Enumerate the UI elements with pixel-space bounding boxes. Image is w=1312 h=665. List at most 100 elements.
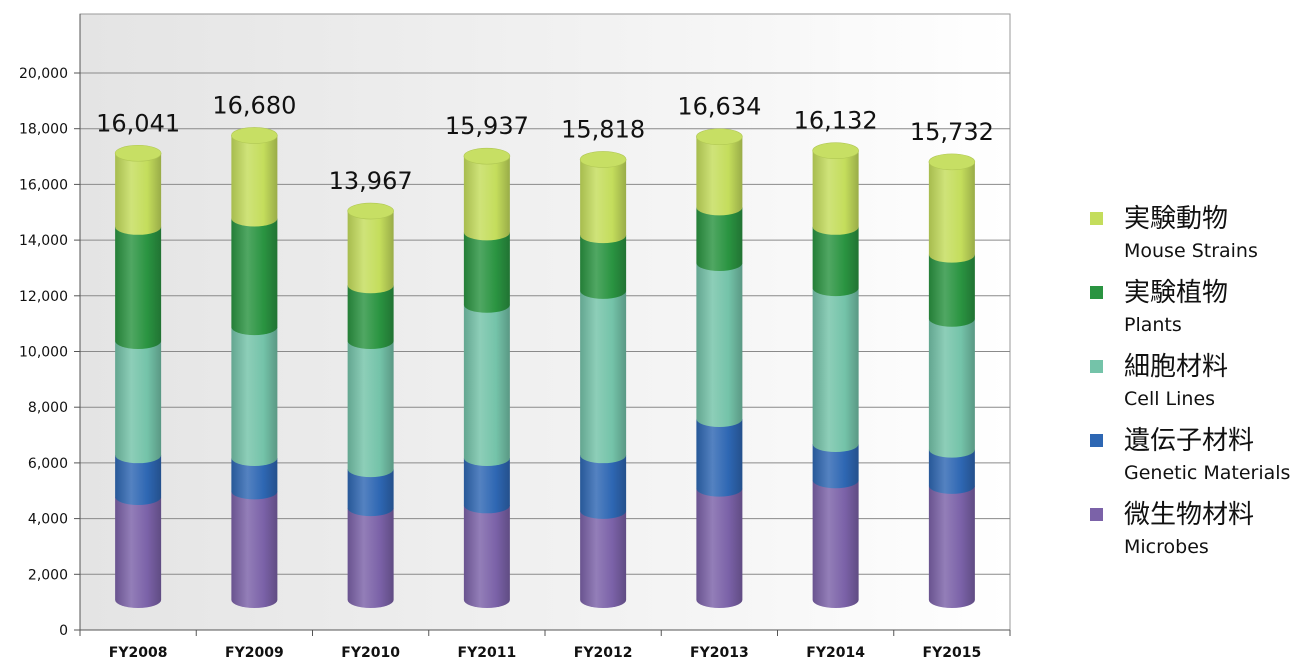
bar-segment: [231, 457, 278, 500]
bar-segment: [347, 211, 394, 294]
bar-segment: [115, 153, 162, 235]
bar-segment: [231, 135, 278, 227]
bar-segment: [580, 455, 627, 519]
bar-segment: [347, 340, 394, 478]
x-tick-label: FY2009: [225, 645, 284, 661]
total-label: 16,041: [96, 109, 180, 137]
total-label: 15,732: [910, 118, 994, 146]
y-tick-label: 10,000: [19, 345, 68, 361]
bar-segment: [463, 304, 510, 466]
bar-segment: [347, 469, 394, 517]
bar-segment: [812, 226, 859, 297]
total-label: 16,132: [794, 107, 878, 135]
legend-item: 細胞材料 Cell Lines: [1090, 352, 1228, 410]
x-tick-label: FY2011: [458, 645, 517, 661]
bar-top-cap: [696, 128, 743, 146]
bar-segment: [231, 327, 278, 466]
legend-label-en: Cell Lines: [1124, 388, 1215, 410]
bar-segment: [696, 263, 743, 427]
legend-swatch: [1090, 212, 1103, 225]
bar-segment: [115, 226, 162, 349]
x-tick-label: FY2015: [923, 645, 982, 661]
bar-segment: [347, 285, 394, 349]
y-tick-label: 14,000: [19, 233, 68, 249]
legend-label-jp: 遺伝子材料: [1124, 426, 1254, 456]
bar-top-cap: [231, 127, 278, 144]
y-tick-label: 2,000: [28, 567, 68, 583]
bar-stack-FY2008: [114, 144, 162, 608]
bar-top-cap: [812, 142, 859, 160]
bar-segment: [580, 159, 627, 244]
bar-stack-FY2012: [579, 151, 627, 608]
legend-swatch: [1090, 434, 1103, 447]
bar-segment: [463, 457, 510, 514]
bar-segment: [928, 161, 975, 263]
y-tick-label: 6,000: [28, 456, 68, 472]
bar-segment: [812, 480, 859, 608]
bar-segment: [928, 449, 975, 494]
bar-top-cap: [463, 147, 511, 165]
x-tick-label: FY2010: [341, 645, 400, 661]
x-tick-label: FY2014: [806, 645, 865, 661]
bar-segment: [115, 340, 162, 464]
bar-segment: [463, 505, 510, 608]
legend-label-jp: 実験動物: [1124, 204, 1228, 234]
bar-stack-FY2011: [463, 147, 511, 608]
bar-stack-FY2015: [928, 153, 976, 608]
legend-item: 遺伝子材料 Genetic Materials: [1090, 426, 1290, 484]
total-label: 16,634: [677, 93, 761, 121]
bar-stack-FY2013: [696, 128, 743, 608]
bar-segment: [115, 455, 162, 505]
bar-segment: [812, 444, 859, 489]
legend-item: 実験植物 Plants: [1090, 278, 1228, 336]
bar-segment: [231, 218, 278, 336]
bar-segment: [696, 207, 743, 272]
total-label: 13,967: [329, 167, 413, 195]
bar-top-cap: [114, 144, 162, 162]
bar-top-cap: [347, 202, 394, 220]
legend-item: 実験動物 Mouse Strains: [1090, 204, 1258, 262]
bar-top-cap: [928, 153, 976, 171]
y-tick-label: 12,000: [19, 289, 68, 305]
legend-label-en: Mouse Strains: [1124, 240, 1258, 262]
bar-segment: [696, 136, 743, 216]
bar-segment: [463, 156, 510, 241]
bar-segment: [928, 318, 975, 458]
bar-stack-FY2014: [812, 142, 859, 608]
bar-segment: [580, 510, 627, 608]
bar-stack-FY2009: [231, 127, 278, 608]
x-axis: FY2008 FY2009 FY2010 FY2011 FY2012 FY2013 FY20…: [79, 629, 1011, 661]
bar-stack-FY2010: [347, 202, 394, 608]
y-tick-label: 4,000: [28, 512, 68, 528]
y-tick-label: 16,000: [19, 177, 68, 193]
bar-top-cap: [579, 151, 627, 168]
total-label: 16,680: [212, 91, 296, 119]
bar-segment: [696, 418, 743, 497]
bar-segment: [928, 254, 975, 327]
legend-label-jp: 細胞材料: [1124, 352, 1228, 382]
y-tick-label: 18,000: [19, 122, 68, 138]
total-label: 15,937: [445, 112, 529, 140]
bar-segment: [928, 485, 975, 608]
y-tick-label: 20,000: [19, 66, 68, 82]
bar-segment: [580, 235, 627, 299]
bar-segment: [812, 150, 859, 235]
x-tick-label: FY2008: [109, 645, 168, 661]
bar-segment: [580, 290, 627, 464]
legend-item: 微生物材料 Microbes: [1090, 500, 1254, 558]
legend-label-en: Genetic Materials: [1124, 462, 1290, 484]
legend-swatch: [1090, 360, 1103, 373]
x-tick-label: FY2013: [690, 645, 749, 661]
legend-swatch: [1090, 508, 1103, 521]
y-axis: 0 2,000 4,000 6,000 8,000 10,000 12,000 14,000 1…: [19, 14, 81, 639]
x-tick-label: FY2012: [574, 645, 633, 661]
bar-segment: [231, 491, 278, 608]
bar-segment: [347, 508, 394, 608]
y-tick-label: 0: [59, 623, 68, 639]
y-tick-label: 8,000: [28, 400, 68, 416]
legend-swatch: [1090, 286, 1103, 299]
bar-segment: [696, 488, 743, 608]
total-label: 15,818: [561, 115, 645, 143]
